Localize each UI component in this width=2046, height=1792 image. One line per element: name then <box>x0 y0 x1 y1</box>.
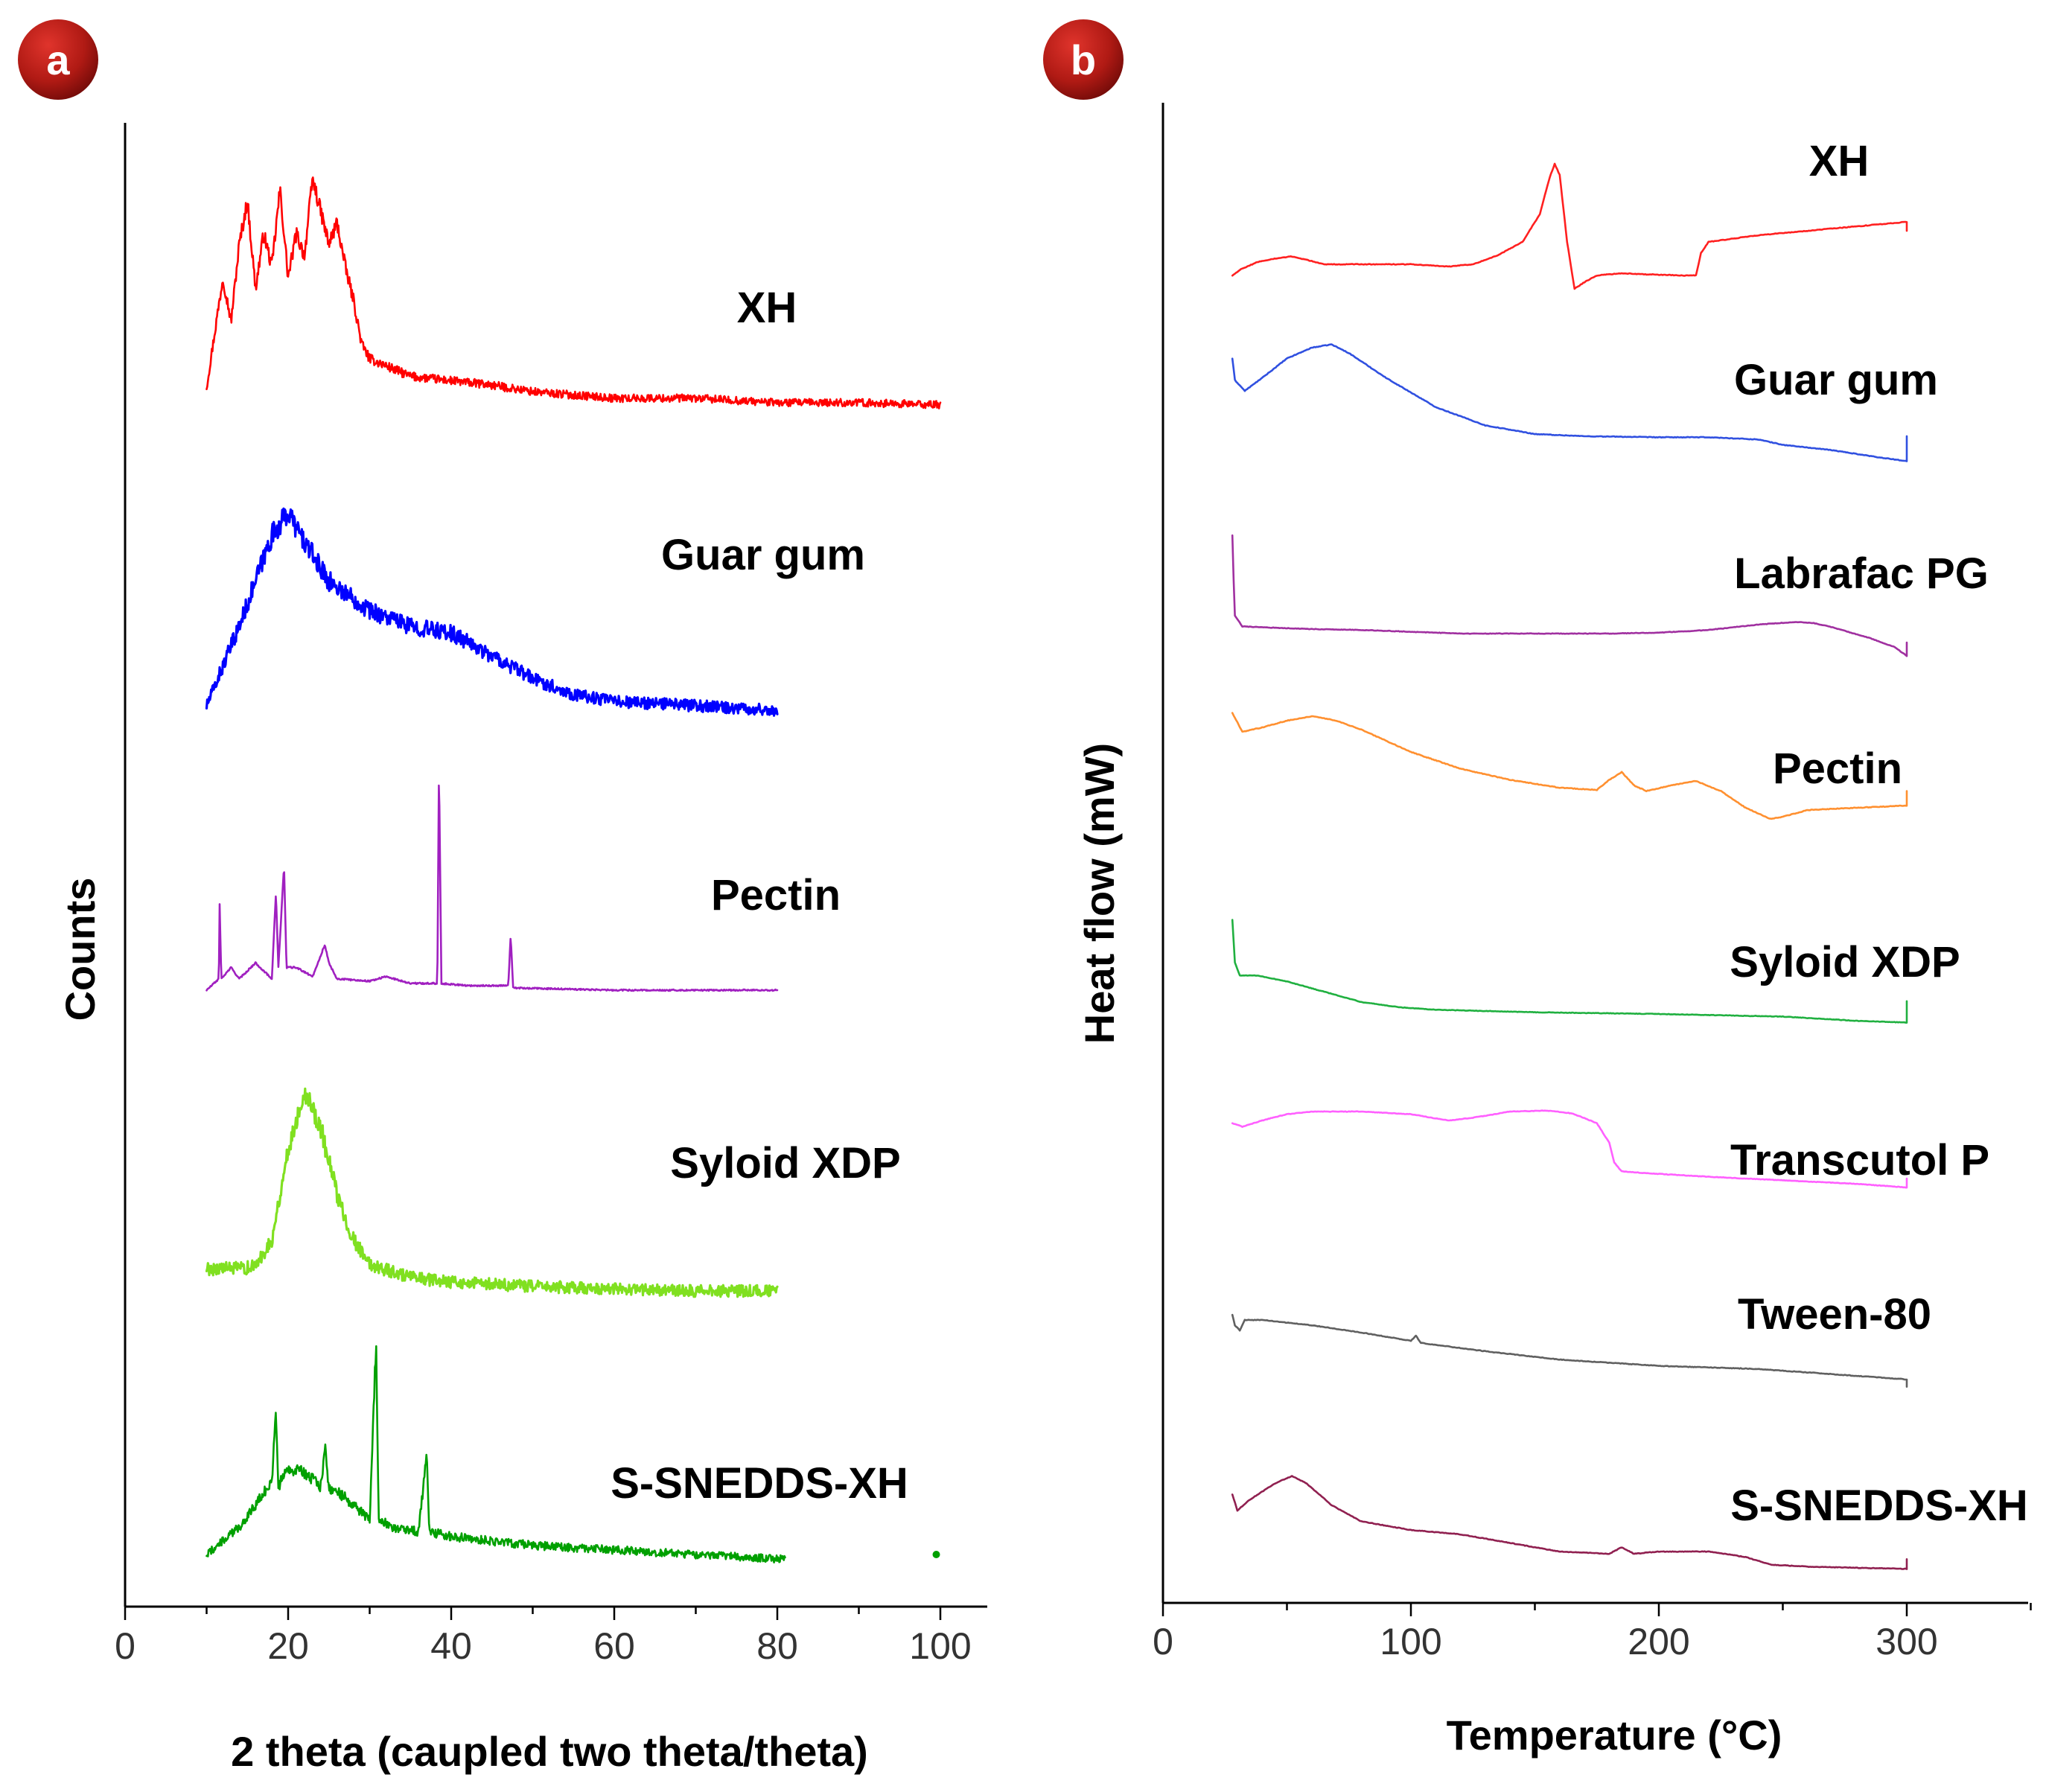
series-line-guar-gum <box>1231 343 1908 462</box>
series-label-xh: XH <box>1809 137 1870 185</box>
series-line-syloid-xdp <box>205 1087 779 1298</box>
series-label-pectin: Pectin <box>711 871 841 919</box>
panel-a-x-tick-label: 80 <box>756 1625 798 1667</box>
panel-b-badge: b <box>1043 19 1124 100</box>
panel-b-x-tick-label: 200 <box>1628 1621 1689 1662</box>
series-label-xh: XH <box>737 284 797 332</box>
panel-a-x-tick-label: 100 <box>909 1625 971 1667</box>
panel-a-y-axis-title: Counts <box>57 878 103 1021</box>
panel-a-x-tick-label: 20 <box>267 1625 309 1667</box>
panel-a-badge-letter: a <box>46 36 70 83</box>
panel-b-badge-letter: b <box>1071 36 1096 83</box>
series-line-guar-gum <box>205 507 779 717</box>
panel-b-x-tick-label: 100 <box>1380 1621 1441 1662</box>
panel-b-y-axis-title: Heat flow (mW) <box>1076 743 1123 1044</box>
panel-a-badge: a <box>18 19 98 100</box>
series-line-transcutol-p <box>1231 1109 1908 1189</box>
panel-b-ticks <box>1161 1603 2032 1616</box>
panel-a-series-labels: XH Guar gum Pectin Syloid XDP S-SNEDDS-X… <box>611 284 908 1508</box>
panel-b-badge-circle <box>1043 19 1124 100</box>
series-label-s-snedds-xh: S-SNEDDS-XH <box>1730 1482 2028 1530</box>
panel-a-x-tick-label: 40 <box>430 1625 472 1667</box>
panel-a-xrd: a 0 20 40 60 80 100 2 theta (caupled two… <box>18 19 987 1775</box>
series-line-pectin <box>1231 712 1908 820</box>
series-line-xh <box>1231 162 1908 290</box>
panel-b-dsc: b 0 100 200 300 Temperature (°C) Heat fl… <box>1043 19 2032 1758</box>
series-line-tween-80 <box>1231 1313 1908 1388</box>
panel-b-x-tick-label: 0 <box>1153 1621 1173 1662</box>
panel-a-x-tick-label: 0 <box>115 1625 136 1667</box>
series-label-pectin: Pectin <box>1773 744 1902 793</box>
series-label-guar-gum: Guar gum <box>1734 356 1938 404</box>
series-line-s-snedds-xh <box>1231 1475 1908 1570</box>
series-label-transcutol-p: Transcutol P <box>1730 1136 1989 1184</box>
panel-b-curves <box>1231 162 1908 1570</box>
panel-a-badge-circle <box>18 19 98 100</box>
series-label-tween-80: Tween-80 <box>1738 1290 1931 1339</box>
panel-b-x-tick-labels: 0 100 200 300 <box>1153 1621 1938 1662</box>
series-label-guar-gum: Guar gum <box>661 531 865 579</box>
panel-a-x-tick-label: 60 <box>593 1625 635 1667</box>
panel-a-ticks <box>124 1607 942 1620</box>
series-label-s-snedds-xh: S-SNEDDS-XH <box>611 1459 908 1508</box>
panel-a-curves <box>205 176 942 1563</box>
series-marker-s-snedds-xh <box>932 1551 940 1558</box>
panel-a-x-tick-labels: 0 20 40 60 80 100 <box>115 1625 972 1667</box>
series-label-syloid-xdp: Syloid XDP <box>670 1139 900 1187</box>
series-line-xh <box>205 176 942 409</box>
series-line-pectin <box>205 784 779 992</box>
panel-b-x-tick-label: 300 <box>1876 1621 1937 1662</box>
panel-b-x-axis-title: Temperature (°C) <box>1447 1712 1782 1758</box>
series-label-labrafac-pg: Labrafac PG <box>1734 549 1989 598</box>
series-line-s-snedds-xh <box>205 1345 786 1563</box>
series-line-syloid-xdp <box>1231 919 1908 1024</box>
panel-b-series-labels: XH Guar gum Labrafac PG Pectin Syloid XD… <box>1730 137 2028 1530</box>
panel-a-x-axis-title: 2 theta (caupled two theta/theta) <box>231 1728 868 1775</box>
series-line-labrafac-pg <box>1231 534 1908 657</box>
series-label-syloid-xdp: Syloid XDP <box>1730 938 1960 986</box>
